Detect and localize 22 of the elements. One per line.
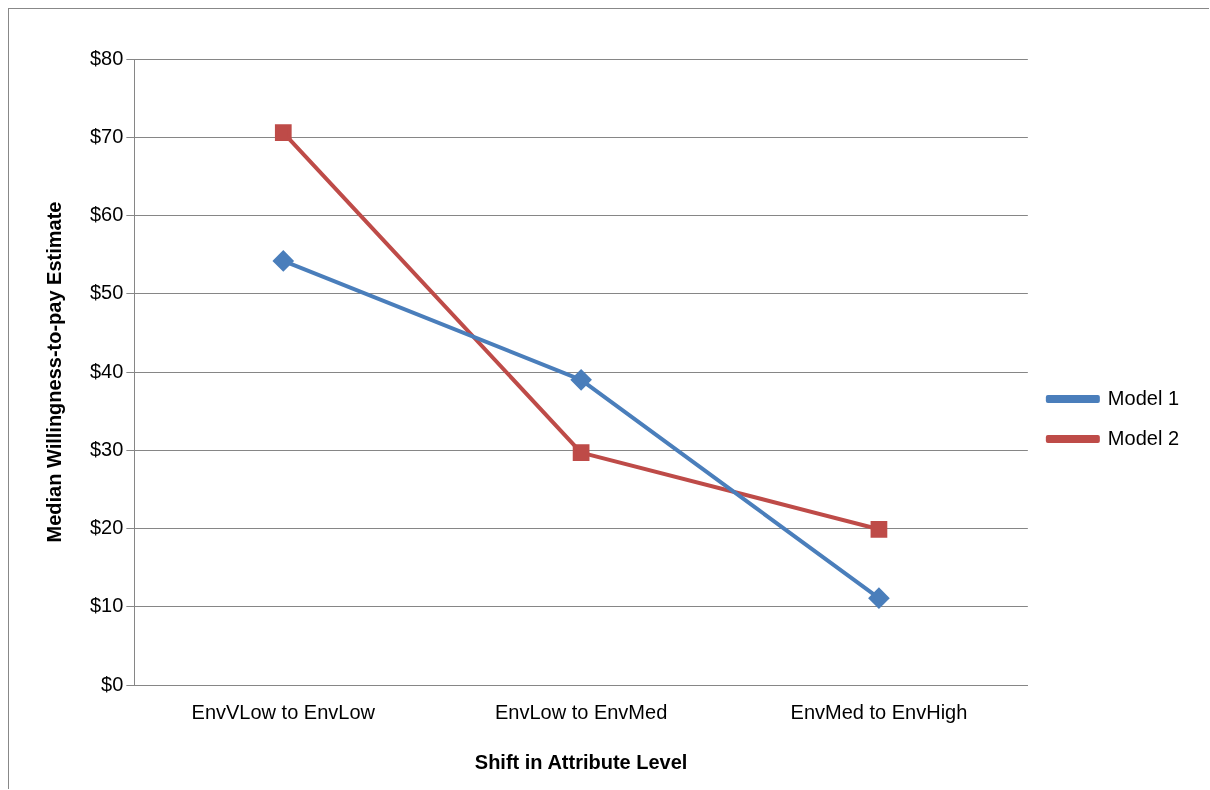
y-tick-label: $50 xyxy=(89,281,124,304)
x-tick-label: EnvLow to EnvMed xyxy=(494,700,668,723)
point xyxy=(870,520,888,538)
y-tick-label: $30 xyxy=(89,437,124,460)
point xyxy=(273,250,294,271)
point xyxy=(274,124,292,141)
point xyxy=(572,444,590,461)
point xyxy=(571,369,592,390)
y-tick-label: $20 xyxy=(89,516,124,539)
x-tick-label: EnvVLow to EnvLow xyxy=(191,700,376,723)
y-tick-label: $40 xyxy=(89,359,124,382)
x-tick-label: EnvMed to EnvHigh xyxy=(790,700,968,723)
y-tick-label: $60 xyxy=(89,203,124,226)
y-axis-title: Median Willingness-to-pay Estimate xyxy=(42,201,65,543)
y-tick-label: $10 xyxy=(89,594,124,617)
legend-label: Model 2 xyxy=(1107,426,1179,449)
x-axis-title: Shift in Attribute Level xyxy=(474,750,688,773)
y-tick-label: $70 xyxy=(89,124,124,147)
legend-label: Model 1 xyxy=(1107,386,1179,409)
point xyxy=(868,588,889,609)
y-tick-label: $80 xyxy=(89,46,124,69)
y-tick-label: $0 xyxy=(101,672,124,695)
